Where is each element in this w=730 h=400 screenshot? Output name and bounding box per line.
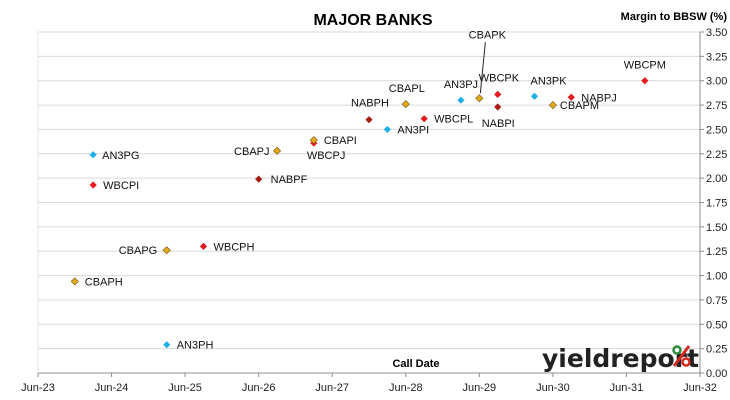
label-nabpi: NABPI (482, 118, 515, 130)
y-tick-label: 1.00 (706, 271, 727, 283)
x-tick-label: Jun-23 (21, 382, 55, 394)
label-cbapj: CBAPJ (234, 146, 269, 158)
label-cbapm: CBAPM (560, 100, 599, 112)
y-tick-label: 3.25 (706, 51, 727, 63)
percent-logo-icon-top (672, 345, 682, 355)
percent-logo-icon-bottom (681, 357, 691, 367)
x-tick-label: Jun-31 (610, 382, 644, 394)
label-an3pk: AN3PK (531, 75, 568, 87)
label-nabph: NABPH (351, 98, 389, 110)
data-points (70, 77, 649, 349)
label-wbcpk: WBCPK (479, 72, 520, 84)
label-wbcpj: WBCPJ (307, 150, 346, 162)
point-wbcpl (420, 115, 428, 123)
point-cbapi (309, 136, 318, 145)
x-tick-label: Jun-32 (683, 382, 717, 394)
x-tick-labels: Jun-23 Jun-24 Jun-25 Jun-26 Jun-27 Jun-28 Jun-… (21, 382, 717, 394)
point-wbcpk (494, 90, 502, 98)
label-cbapl: CBAPL (389, 83, 425, 95)
point-an3pk (530, 92, 539, 100)
point-cbapl (401, 100, 410, 109)
x-tick-label: Jun-26 (242, 382, 276, 394)
point-wbcpm (641, 77, 649, 85)
point-an3pg (89, 151, 97, 159)
label-cbapi: CBAPI (324, 135, 357, 147)
x-tick-label: Jun-25 (168, 382, 202, 394)
point-nabph (365, 116, 373, 124)
y-tick-label: 1.50 (706, 222, 727, 234)
label-cbapk: CBAPK (469, 29, 507, 41)
data-labels: AN3PG AN3PH AN3PI AN3PJ AN3PK WBCPI WBCPH WBCPJ… (85, 29, 666, 351)
y-tick-label: 2.00 (706, 173, 727, 185)
point-an3pj (457, 96, 465, 104)
point-cbapm (548, 101, 557, 110)
y-tick-label: 0.75 (706, 295, 727, 307)
point-nabpf (255, 175, 263, 183)
point-wbcph (199, 242, 208, 250)
point-nabpj (567, 93, 575, 101)
percent-logo-icon-slash (672, 345, 691, 367)
y-tick-label: 0.00 (706, 368, 727, 380)
label-nabpf: NABPF (271, 174, 308, 186)
point-an3pi (383, 125, 391, 134)
label-an3pj: AN3PJ (444, 79, 478, 91)
point-nabpi (494, 103, 502, 111)
label-wbcph: WBCPH (214, 241, 255, 253)
y-tick-label: 0.50 (706, 319, 727, 331)
point-cbapg (162, 246, 171, 255)
y-tick-label: 3.00 (706, 76, 727, 88)
y-tick-label: 3.50 (706, 27, 727, 39)
y-tick-label: 2.75 (706, 100, 727, 112)
x-tick-label: Jun-29 (463, 382, 497, 394)
x-tick-label: Jun-28 (389, 382, 423, 394)
x-tick-label: Jun-27 (315, 382, 349, 394)
label-nabpj: NABPJ (581, 92, 616, 104)
x-tick-label: Jun-24 (95, 382, 129, 394)
label-cbapg: CBAPG (119, 245, 158, 257)
y-tick-label: 1.25 (706, 246, 727, 258)
label-wbcpi: WBCPI (103, 180, 139, 192)
y-tick-label: 2.25 (706, 149, 727, 161)
point-wbcpi (89, 181, 97, 189)
percent-logo-icon (672, 345, 691, 367)
chart-title: MAJOR BANKS (313, 12, 432, 29)
y-tick-label: 0.25 (706, 344, 727, 356)
y-tick-labels: 0.00 0.25 0.50 0.75 1.00 1.25 1.50 1.75 2.00 2.25… (706, 27, 727, 380)
label-an3pi: AN3PI (397, 124, 429, 136)
label-cbaph: CBAPH (85, 276, 123, 288)
label-an3ph: AN3PH (177, 340, 214, 352)
leader-line-cbapk (479, 42, 486, 94)
point-cbapk (475, 94, 484, 103)
grid-lines (38, 31, 700, 350)
yieldreport-logo: yieldreport (542, 344, 699, 373)
point-cbaph (70, 277, 79, 286)
label-wbcpm: WBCPM (624, 60, 666, 72)
y-tick-label: 1.75 (706, 198, 727, 210)
y-tick-label: 2.50 (706, 124, 727, 136)
point-cbapj (273, 146, 282, 155)
x-tick-label: Jun-30 (536, 382, 570, 394)
label-an3pg: AN3PG (102, 150, 139, 162)
label-wbcpl: WBCPL (434, 114, 473, 126)
point-an3ph (163, 341, 171, 349)
y-axis-title: Margin to BBSW (%) (621, 11, 728, 23)
axes (37, 31, 704, 377)
x-axis-title: Call Date (392, 358, 439, 370)
